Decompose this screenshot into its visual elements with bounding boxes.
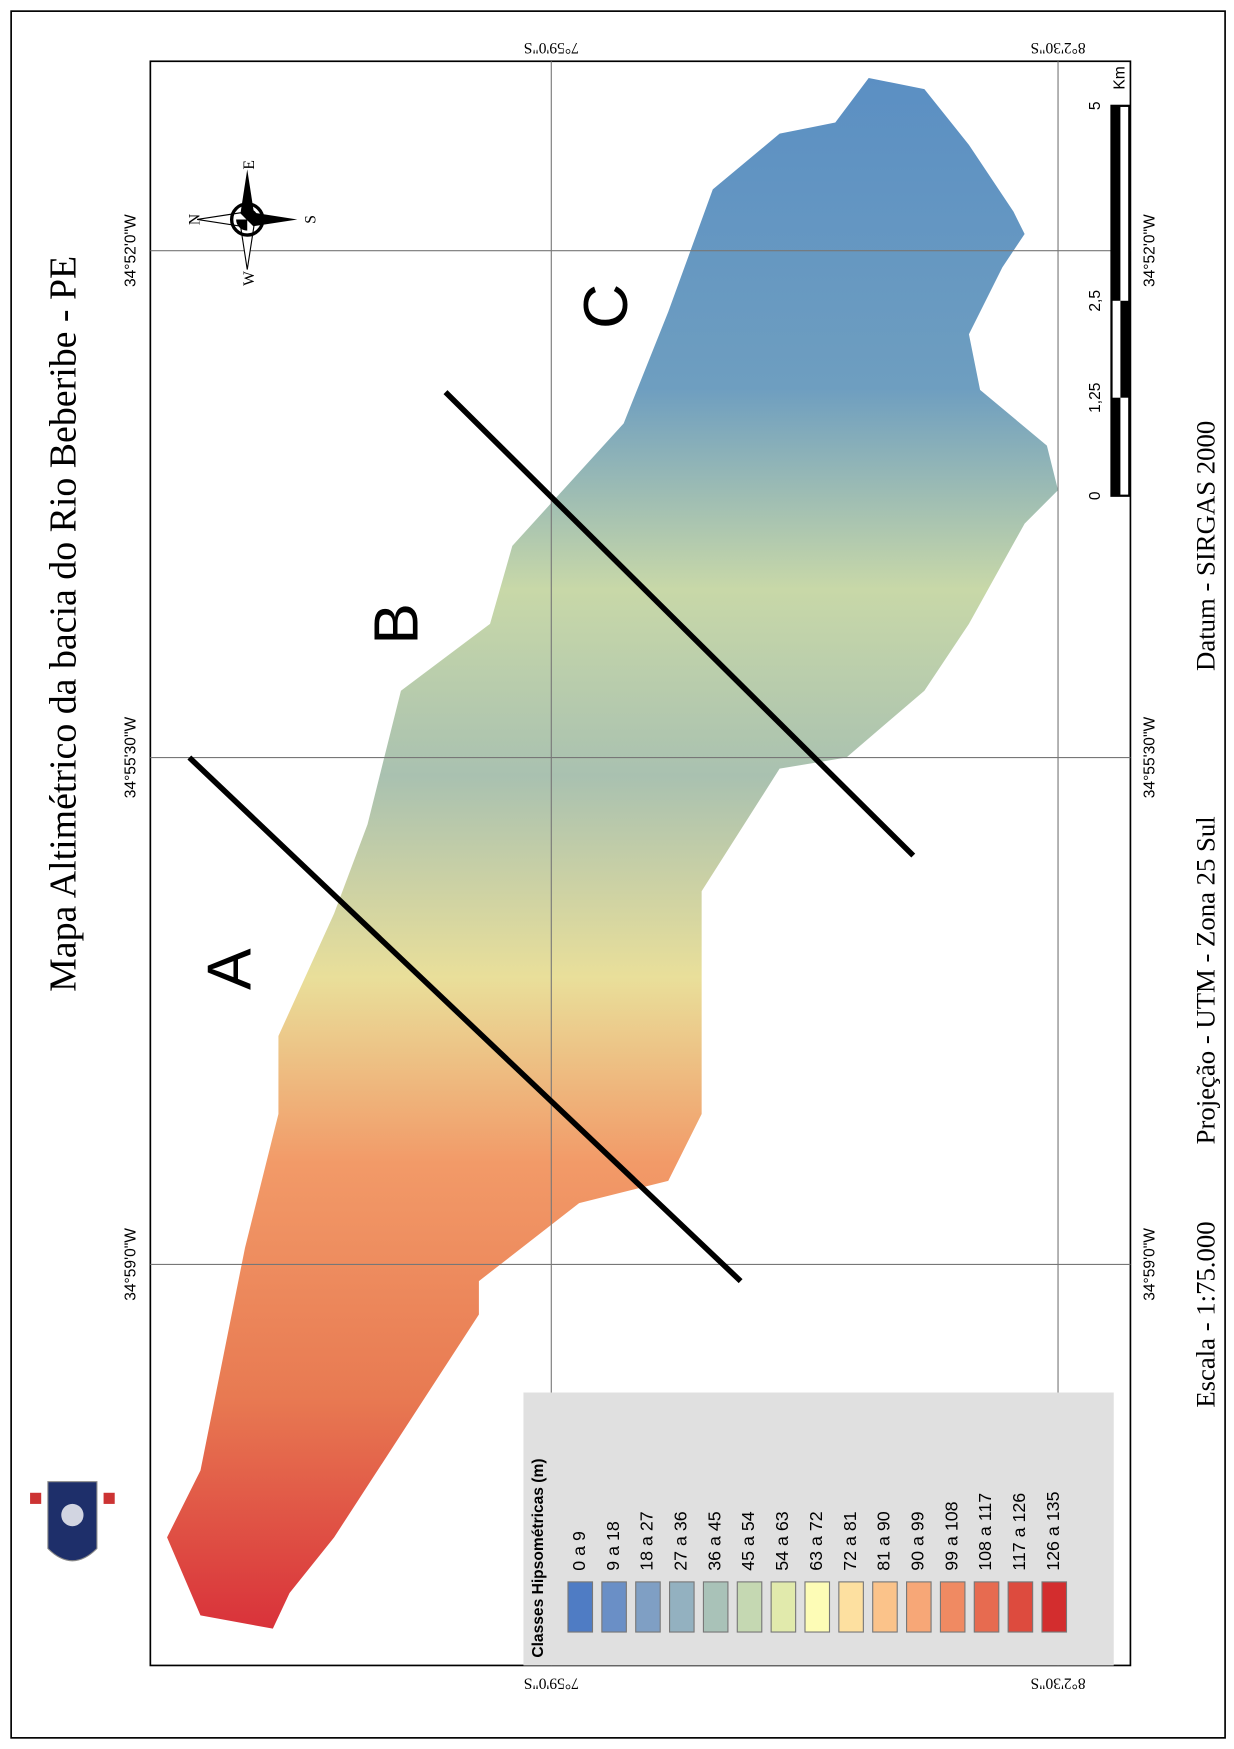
legend-swatch [906, 1581, 932, 1633]
legend-label: 117 a 126 [1009, 1493, 1029, 1571]
compass-w: W [241, 271, 258, 286]
legend-label: 54 a 63 [772, 1511, 792, 1571]
zone-label: B [362, 603, 431, 645]
legend-label: 81 a 90 [874, 1511, 894, 1571]
compass-e: E [241, 160, 258, 170]
scale-label: 1,25 [1087, 382, 1104, 413]
legend-swatch [872, 1581, 898, 1633]
footer-text: Escala - 1:75.000 [1191, 1221, 1221, 1407]
legend-label: 0 a 9 [569, 1531, 589, 1571]
basin [167, 77, 1059, 1629]
legend-swatch [635, 1581, 661, 1633]
legend-label: 72 a 81 [840, 1511, 860, 1571]
scale-unit: Km [1112, 66, 1129, 89]
legend-label: 45 a 54 [738, 1511, 758, 1571]
scale-label: 2,5 [1087, 290, 1104, 312]
outer-frame [10, 10, 1226, 1739]
compass-s: S [302, 215, 319, 224]
legend-swatch [1007, 1581, 1034, 1633]
legend-label: 36 a 45 [704, 1511, 724, 1571]
north-arrow [197, 169, 298, 270]
legend-swatch [669, 1581, 695, 1633]
legend-label: 18 a 27 [637, 1511, 657, 1571]
latitude-label: 8°2'30"S [1030, 39, 1085, 56]
legend-label: 108 a 117 [975, 1493, 995, 1571]
footer-text: Datum - SIRGAS 2000 [1191, 421, 1221, 671]
longitude-label: 34°59'0"W [1142, 1228, 1159, 1301]
legend-label: 126 a 135 [1043, 1491, 1063, 1570]
longitude-label: 34°52'0"W [1142, 214, 1159, 287]
latitude-label: 8°2'30"S [1030, 1675, 1085, 1692]
legend-swatch [601, 1581, 627, 1633]
scale-label: 0 [1087, 491, 1104, 500]
longitude-label: 34°55'30"W [1142, 717, 1159, 799]
scale-label: 5 [1087, 101, 1104, 110]
latitude-label: 7°59'0"S [524, 39, 579, 56]
legend-swatch [770, 1581, 797, 1633]
legend-label: 63 a 72 [806, 1511, 826, 1571]
legend-title: Classes Hipsométricas (m) [530, 1458, 547, 1657]
legend-label: 99 a 108 [941, 1501, 961, 1570]
legend-swatch [973, 1581, 1000, 1633]
scale-bar [1110, 104, 1131, 497]
longitude-label: 34°52'0"W [123, 214, 140, 287]
latitude-label: 7°59'0"S [524, 1675, 579, 1692]
legend-swatch [838, 1581, 864, 1633]
legend-swatch [567, 1581, 594, 1633]
longitude-label: 34°55'30"W [123, 717, 140, 799]
zone-label: C [572, 284, 641, 329]
legend-swatch [804, 1581, 831, 1633]
legend-swatch [939, 1581, 966, 1633]
zone-divider [187, 755, 743, 1284]
legend-label: 90 a 99 [908, 1511, 928, 1571]
legend-label: 27 a 36 [671, 1511, 691, 1571]
longitude-label: 34°59'0"W [123, 1228, 140, 1301]
legend-swatch [736, 1581, 763, 1633]
map-title: Mapa Altimétrico da bacia do Rio Beberib… [43, 256, 85, 992]
footer-text: Projeção - UTM - Zona 25 Sul [1191, 816, 1221, 1144]
legend-swatch [1041, 1581, 1068, 1633]
zone-divider [443, 390, 916, 858]
logo [30, 1481, 115, 1562]
zone-label: A [195, 948, 264, 990]
compass-n: N [187, 214, 204, 225]
legend-label: 9 a 18 [603, 1521, 623, 1571]
legend-swatch [702, 1581, 729, 1633]
